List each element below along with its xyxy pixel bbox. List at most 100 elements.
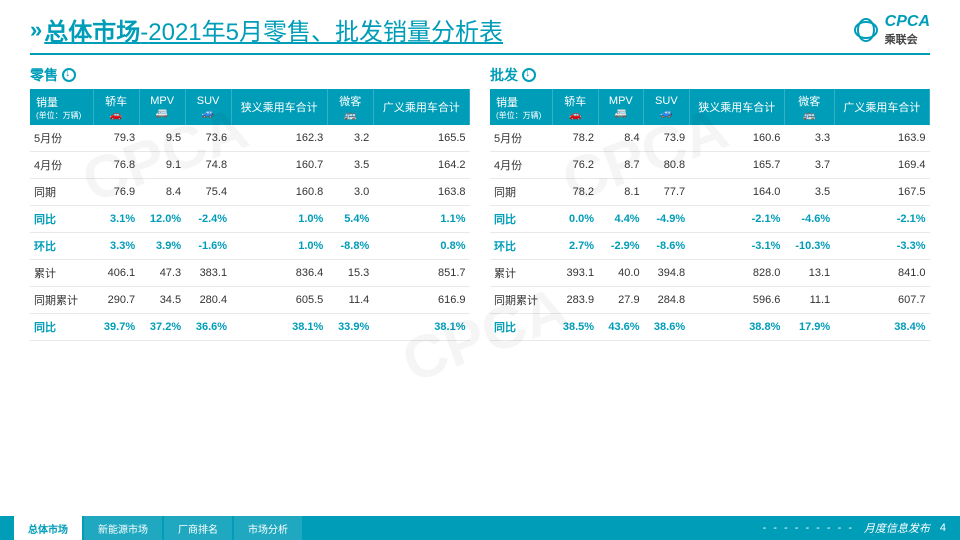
cell: 851.7 (373, 260, 469, 287)
row-label: 同比 (30, 206, 93, 233)
cell: 280.4 (185, 287, 231, 314)
cell: 163.9 (834, 125, 929, 152)
table-row: 同期76.98.475.4160.83.0163.8 (30, 179, 470, 206)
cell: 393.1 (553, 260, 599, 287)
table-row: 同期累计290.734.5280.4605.511.4616.9 (30, 287, 470, 314)
row-label: 同比 (490, 314, 553, 341)
cell: 2.7% (553, 233, 599, 260)
cell: 38.6% (644, 314, 690, 341)
row-label: 同比 (30, 314, 93, 341)
cell: 165.5 (373, 125, 469, 152)
down-arrow-icon (522, 68, 536, 82)
slide-header: » 总体市场-2021年5月零售、批发销量分析表 CPCA 乘联会 (0, 0, 960, 53)
cpca-logo: CPCA 乘联会 (853, 13, 930, 47)
cell: 160.8 (231, 179, 327, 206)
cell: 11.4 (327, 287, 373, 314)
footer-tab-0[interactable]: 总体市场 (14, 516, 82, 540)
cell: 38.5% (553, 314, 599, 341)
cell: 8.4 (139, 179, 185, 206)
cell: -10.3% (784, 233, 834, 260)
row-label: 4月份 (490, 152, 553, 179)
cell: 3.3% (93, 233, 139, 260)
cell: 38.4% (834, 314, 929, 341)
row-label: 同期累计 (30, 287, 93, 314)
cell: 1.0% (231, 206, 327, 233)
col-c6: 广义乘用车合计 (834, 89, 929, 125)
cell: 283.9 (553, 287, 599, 314)
cell: 3.7 (784, 152, 834, 179)
cell: 3.3 (784, 125, 834, 152)
cell: -3.1% (689, 233, 784, 260)
table-row: 同比38.5%43.6%38.6%38.8%17.9%38.4% (490, 314, 930, 341)
cell: 73.9 (644, 125, 690, 152)
down-arrow-icon (62, 68, 76, 82)
row-label: 累计 (30, 260, 93, 287)
cell: 33.9% (327, 314, 373, 341)
cell: 5.4% (327, 206, 373, 233)
cell: 169.4 (834, 152, 929, 179)
cell: 8.1 (598, 179, 644, 206)
cell: 162.3 (231, 125, 327, 152)
footer-tab-3[interactable]: 市场分析 (234, 516, 302, 540)
row-label: 同期 (490, 179, 553, 206)
table-row: 同期累计283.927.9284.8596.611.1607.7 (490, 287, 930, 314)
cell: 3.9% (139, 233, 185, 260)
wholesale-panel: 批发 销量(单位：万辆)轿车🚗MPV🚐SUV🚙狭义乘用车合计微客🚌广义乘用车合计… (490, 65, 930, 341)
cell: 4.4% (598, 206, 644, 233)
cell: 73.6 (185, 125, 231, 152)
cell: -2.9% (598, 233, 644, 260)
table-row: 累计393.140.0394.8828.013.1841.0 (490, 260, 930, 287)
cell: -2.4% (185, 206, 231, 233)
table-row: 5月份78.28.473.9160.63.3163.9 (490, 125, 930, 152)
table-row: 同期78.28.177.7164.03.5167.5 (490, 179, 930, 206)
chevron-icon: » (30, 17, 36, 43)
cell: 11.1 (784, 287, 834, 314)
cell: 38.1% (373, 314, 469, 341)
col-c1: 轿车🚗 (553, 89, 599, 125)
col-c3: SUV🚙 (644, 89, 690, 125)
cell: 78.2 (553, 179, 599, 206)
cell: 394.8 (644, 260, 690, 287)
col-sales: 销量(单位：万辆) (490, 89, 553, 125)
footer-tab-1[interactable]: 新能源市场 (84, 516, 162, 540)
cell: 383.1 (185, 260, 231, 287)
row-label: 同期 (30, 179, 93, 206)
cell: 836.4 (231, 260, 327, 287)
cell: 1.0% (231, 233, 327, 260)
cell: 3.1% (93, 206, 139, 233)
cell: 75.4 (185, 179, 231, 206)
retail-title: 零售 (30, 65, 58, 85)
table-row: 同比0.0%4.4%-4.9%-2.1%-4.6%-2.1% (490, 206, 930, 233)
cell: 47.3 (139, 260, 185, 287)
cell: 37.2% (139, 314, 185, 341)
cell: 77.7 (644, 179, 690, 206)
cell: 15.3 (327, 260, 373, 287)
cell: 3.5 (784, 179, 834, 206)
row-label: 同比 (490, 206, 553, 233)
cell: 78.2 (553, 125, 599, 152)
cell: 406.1 (93, 260, 139, 287)
cell: -3.3% (834, 233, 929, 260)
cell: 36.6% (185, 314, 231, 341)
cell: 605.5 (231, 287, 327, 314)
title-sub: -2021年5月零售、批发销量分析表 (140, 19, 503, 46)
cell: 607.7 (834, 287, 929, 314)
table-row: 环比2.7%-2.9%-8.6%-3.1%-10.3%-3.3% (490, 233, 930, 260)
wholesale-title: 批发 (490, 65, 518, 85)
cell: 76.8 (93, 152, 139, 179)
row-label: 累计 (490, 260, 553, 287)
footer-dashes: - - - - - - - - - (762, 522, 853, 534)
col-c5: 微客🚌 (327, 89, 373, 125)
cell: 163.8 (373, 179, 469, 206)
col-c6: 广义乘用车合计 (373, 89, 469, 125)
cell: -1.6% (185, 233, 231, 260)
cell: 76.2 (553, 152, 599, 179)
slide-footer: 总体市场新能源市场厂商排名市场分析 - - - - - - - - - 月度信息… (0, 516, 960, 540)
cell: 616.9 (373, 287, 469, 314)
cell: 8.7 (598, 152, 644, 179)
wholesale-table: 销量(单位：万辆)轿车🚗MPV🚐SUV🚙狭义乘用车合计微客🚌广义乘用车合计5月份… (490, 89, 930, 341)
cell: 74.8 (185, 152, 231, 179)
row-label: 4月份 (30, 152, 93, 179)
footer-tab-2[interactable]: 厂商排名 (164, 516, 232, 540)
cell: 27.9 (598, 287, 644, 314)
